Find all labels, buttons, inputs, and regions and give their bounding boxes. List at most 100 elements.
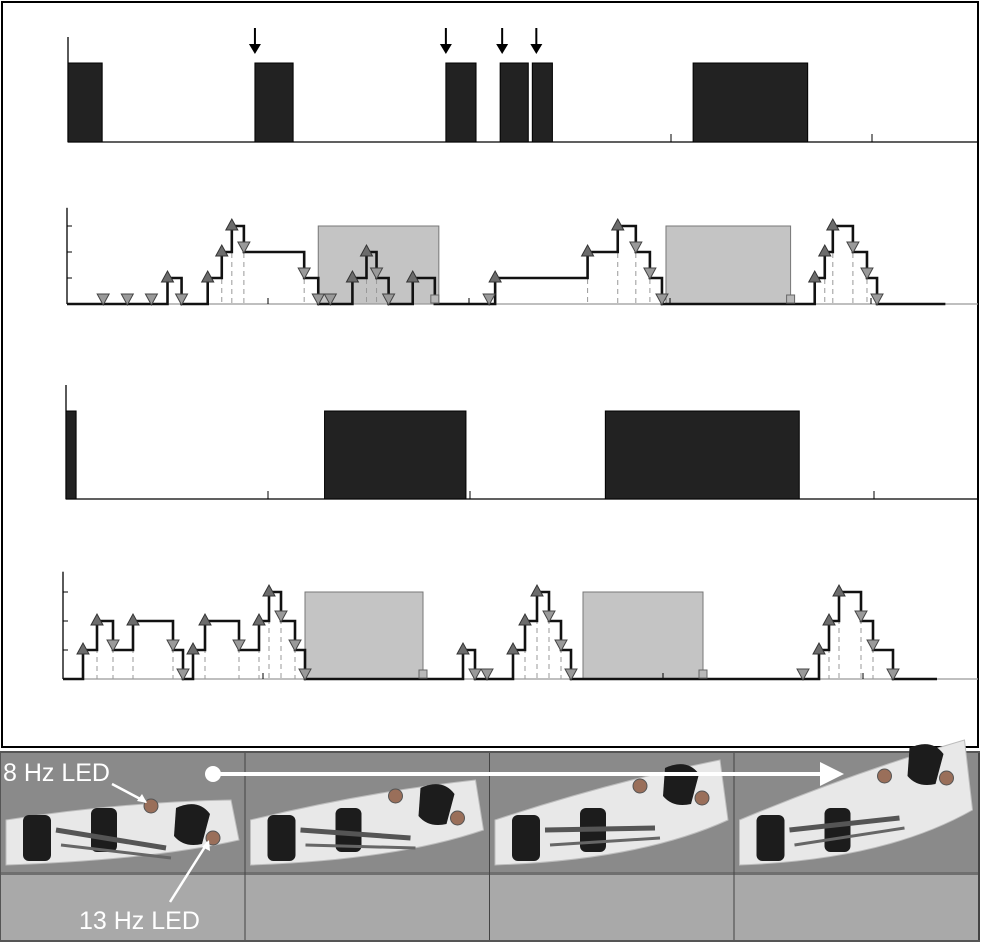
up-marker	[812, 641, 826, 655]
switch-bar	[65, 410, 77, 500]
shaded-region	[317, 225, 440, 305]
strap-2	[824, 808, 851, 852]
led-13hz-callout-head	[202, 840, 210, 851]
shaded-region	[304, 591, 424, 680]
down-marker	[870, 293, 884, 307]
down-marker	[311, 293, 326, 307]
down-marker	[120, 293, 135, 307]
fp-arrow-head	[530, 44, 543, 54]
motion-arrow-head	[820, 762, 844, 786]
down-marker	[564, 668, 578, 682]
linkage	[305, 843, 416, 850]
led-13hz-icon	[205, 830, 221, 846]
up-marker	[822, 612, 836, 626]
switch-bar	[67, 62, 103, 143]
square-marker	[698, 669, 708, 679]
led-8hz-icon	[143, 798, 159, 814]
down-marker	[369, 267, 384, 281]
led-8hz-callout-head	[137, 794, 147, 803]
chart-step2	[62, 571, 978, 682]
square-marker	[786, 294, 796, 304]
chart-switch2	[65, 385, 978, 500]
switch-bar	[445, 62, 477, 143]
down-marker	[860, 267, 874, 281]
strap-1	[23, 815, 51, 861]
down-marker	[554, 639, 568, 653]
table-edge	[734, 872, 979, 875]
square-marker	[418, 669, 428, 679]
actuator-bar	[300, 827, 411, 841]
down-marker	[298, 668, 312, 682]
shaded-region	[582, 591, 704, 680]
switch-bar	[604, 410, 800, 500]
down-marker	[232, 639, 246, 653]
down-marker	[166, 639, 180, 653]
down-marker	[174, 293, 189, 307]
actuator-bar	[789, 815, 900, 833]
chart-switch1	[67, 28, 978, 143]
table	[490, 873, 735, 940]
up-marker	[345, 269, 360, 283]
down-marker	[144, 293, 159, 307]
up-marker	[76, 641, 90, 655]
up-marker	[252, 612, 266, 626]
down-marker	[542, 610, 556, 624]
fp-arrow-head	[496, 44, 509, 54]
led-13hz-label: 13 Hz LED	[79, 907, 200, 935]
shaded-region	[665, 225, 792, 305]
down-marker	[796, 668, 810, 682]
actuator-bar	[55, 827, 167, 851]
step-line	[63, 590, 937, 681]
led-8hz-icon	[877, 768, 892, 784]
down-marker	[106, 639, 120, 653]
up-marker	[832, 583, 846, 597]
up-marker	[825, 217, 840, 231]
finger-strap	[418, 784, 455, 825]
down-marker	[482, 293, 496, 307]
strap-1	[267, 815, 296, 861]
table	[1, 873, 246, 940]
strap-1	[512, 815, 540, 861]
up-marker	[90, 612, 104, 626]
up-marker	[262, 583, 276, 597]
up-marker	[214, 243, 229, 257]
up-marker	[456, 641, 470, 655]
up-marker	[807, 269, 822, 283]
table-edge	[1, 872, 246, 875]
switch-bar	[324, 410, 467, 500]
up-marker	[200, 269, 215, 283]
table-edge	[245, 872, 490, 875]
up-marker	[186, 641, 200, 655]
switch-bar	[531, 62, 553, 143]
down-marker	[274, 610, 288, 624]
photo-frame-4	[734, 739, 980, 940]
up-marker	[610, 217, 625, 231]
photo-frame-1	[1, 753, 247, 940]
photo-frame-3	[490, 753, 736, 940]
down-marker	[886, 668, 900, 682]
plot-frame	[1, 1, 979, 748]
led-13hz-icon	[694, 790, 710, 806]
down-marker	[854, 610, 868, 624]
switch-bar	[692, 62, 809, 143]
up-marker	[506, 641, 520, 655]
led-13hz-icon	[939, 770, 954, 786]
up-marker	[405, 269, 420, 283]
switch-bar	[499, 62, 529, 143]
linkage	[549, 836, 661, 847]
table-edge	[490, 872, 735, 875]
down-marker	[288, 639, 302, 653]
up-marker	[126, 612, 140, 626]
up-marker	[198, 612, 212, 626]
switch-bar	[254, 62, 294, 143]
down-marker	[628, 241, 643, 255]
chart-step1	[66, 207, 978, 307]
linkage	[794, 826, 905, 847]
down-marker	[381, 293, 396, 307]
up-marker	[817, 243, 832, 257]
actuator-bar	[544, 825, 656, 833]
up-marker	[518, 612, 532, 626]
finger-strap	[174, 804, 210, 845]
led-8hz-icon	[632, 778, 648, 794]
